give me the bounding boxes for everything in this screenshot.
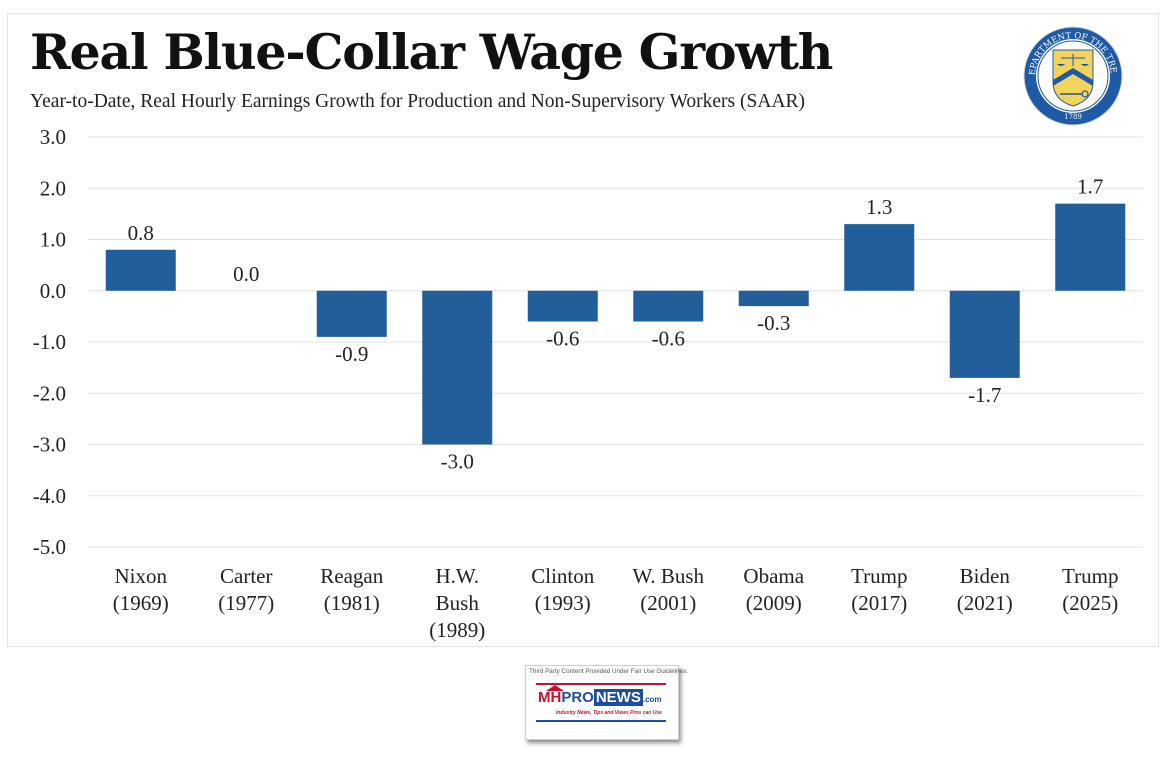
seal-inner-line — [1037, 40, 1109, 112]
x-category-label: (1969) — [113, 591, 169, 615]
bar — [316, 290, 387, 337]
x-category-label: (1981) — [324, 591, 380, 615]
mhpronews-watermark: Third Party Content Provided Under Fair … — [525, 665, 688, 740]
x-category-label: Bush — [436, 591, 480, 615]
y-tick-label: -1.0 — [33, 330, 66, 354]
x-category-label: (2009) — [746, 591, 802, 615]
data-label: -3.0 — [441, 450, 474, 474]
bar — [844, 224, 915, 291]
y-tick-label: 3.0 — [40, 125, 66, 149]
bar — [105, 249, 176, 291]
x-category-label: (1989) — [429, 618, 485, 642]
y-tick-label: -5.0 — [33, 535, 66, 559]
data-label: -0.6 — [652, 327, 685, 351]
seal-chevron — [1053, 68, 1093, 86]
x-category-label: Trump — [851, 564, 907, 588]
seal-key-bow — [1081, 90, 1089, 98]
seal-scale-left — [1057, 64, 1065, 66]
logo-pro: PRO — [561, 689, 594, 706]
bar — [633, 290, 704, 322]
data-label: 1.3 — [866, 195, 892, 219]
data-label: -0.3 — [757, 311, 790, 335]
x-category-label: (2021) — [957, 591, 1013, 615]
y-tick-label: -2.0 — [33, 381, 66, 405]
bar — [527, 290, 598, 322]
treasury-seal-icon: THE DEPARTMENT OF THE TREASURY 1789 — [1023, 26, 1123, 126]
x-category-label: (1993) — [535, 591, 591, 615]
mhpronews-logo: MHPRO NEWS .com — [538, 689, 662, 706]
y-tick-label: -3.0 — [33, 433, 66, 457]
x-category-label: (2025) — [1062, 591, 1118, 615]
x-category-label: W. Bush — [632, 564, 704, 588]
seal-year: 1789 — [1064, 113, 1082, 121]
data-label: -1.7 — [968, 383, 1001, 407]
x-category-label: Reagan — [320, 564, 383, 588]
x-category-label: Trump — [1062, 564, 1118, 588]
y-tick-label: 0.0 — [40, 279, 66, 303]
logo-tagline: Industry News, Tips and Views Pros can U… — [556, 710, 662, 716]
logo-mh: MH — [538, 689, 562, 706]
data-label: 0.0 — [233, 262, 259, 286]
x-category-label: Biden — [960, 564, 1011, 588]
watermark-blue-rule — [536, 720, 666, 722]
data-label: 1.7 — [1077, 175, 1103, 199]
bar — [949, 290, 1020, 378]
logo-com: .com — [642, 695, 662, 704]
y-tick-label: 1.0 — [40, 228, 66, 252]
x-category-label: Nixon — [115, 564, 168, 588]
x-category-label: Obama — [743, 564, 804, 588]
data-label: -0.9 — [335, 342, 368, 366]
data-label: -0.6 — [546, 327, 579, 351]
y-tick-label: -4.0 — [33, 484, 66, 508]
bar — [422, 290, 493, 445]
bar — [1055, 203, 1126, 291]
bar — [738, 290, 809, 307]
x-category-label: (2001) — [640, 591, 696, 615]
seal-scale-right — [1081, 64, 1089, 66]
x-category-label: (2017) — [851, 591, 907, 615]
watermark-red-rule — [536, 683, 666, 685]
chart-subtitle: Year-to-Date, Real Hourly Earnings Growt… — [30, 91, 806, 112]
logo-news: NEWS — [593, 689, 643, 706]
x-category-label: (1977) — [218, 591, 274, 615]
x-category-label: Carter — [220, 564, 272, 588]
data-label: 0.8 — [128, 221, 154, 245]
chart-title: Real Blue-Collar Wage Growth — [30, 23, 833, 81]
x-category-label: H.W. — [435, 564, 479, 588]
x-category-label: Clinton — [531, 564, 595, 588]
fair-use-note: Third Party Content Provided Under Fair … — [529, 668, 688, 675]
y-tick-label: 2.0 — [40, 176, 66, 200]
house-roof-icon — [546, 685, 564, 691]
